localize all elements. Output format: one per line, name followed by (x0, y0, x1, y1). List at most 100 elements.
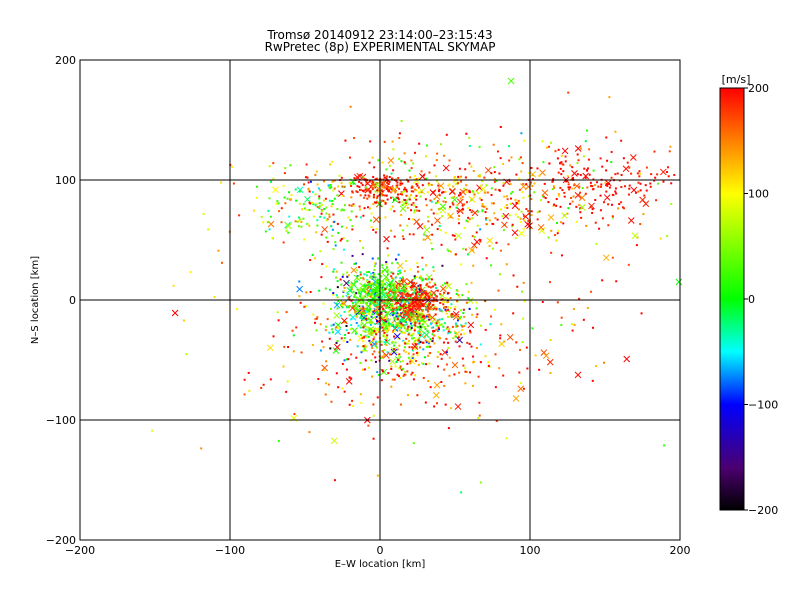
data-point (380, 280, 383, 283)
data-point (330, 160, 333, 163)
data-point (457, 222, 460, 225)
data-point (391, 314, 394, 317)
data-point (475, 190, 478, 193)
data-point (417, 342, 420, 345)
data-point (297, 216, 300, 219)
data-point-cross (512, 395, 520, 402)
data-point (437, 335, 440, 338)
data-point (425, 345, 428, 348)
data-point (446, 300, 449, 303)
data-point (401, 300, 404, 303)
data-point (359, 293, 362, 296)
data-point (319, 323, 322, 326)
data-point (478, 175, 481, 178)
data-point (354, 303, 357, 306)
data-point (465, 301, 468, 304)
data-point (456, 325, 459, 328)
data-point (417, 319, 420, 322)
data-point (383, 349, 386, 352)
data-point (472, 355, 475, 358)
data-point (415, 198, 418, 201)
data-point (327, 383, 330, 386)
data-point (277, 202, 280, 205)
data-point (397, 273, 400, 276)
data-point (473, 235, 476, 238)
data-point-cross (267, 220, 275, 228)
data-point (383, 318, 386, 321)
data-point (371, 289, 374, 292)
data-point (355, 292, 358, 295)
data-point (422, 348, 425, 351)
data-point (373, 330, 376, 333)
data-point (402, 339, 405, 342)
data-point (339, 278, 342, 281)
data-point (475, 346, 478, 349)
data-point (498, 367, 501, 370)
data-point (598, 227, 601, 230)
data-point (392, 278, 395, 281)
data-point-cross (266, 344, 274, 352)
data-point (463, 203, 466, 206)
data-point (315, 231, 318, 234)
data-point (437, 325, 440, 328)
data-point-cross (334, 328, 342, 336)
data-point (374, 300, 377, 303)
data-point (450, 303, 453, 306)
data-point (449, 307, 452, 310)
data-point (499, 249, 502, 252)
data-point (493, 308, 496, 311)
data-point (409, 301, 412, 304)
data-point (514, 237, 517, 240)
data-point (599, 194, 602, 197)
data-point (416, 300, 419, 303)
data-point (485, 217, 488, 220)
data-point (364, 359, 367, 362)
data-point (362, 349, 365, 352)
data-point (553, 203, 556, 206)
data-point (422, 292, 425, 295)
data-point (402, 360, 405, 363)
data-point (456, 289, 459, 292)
data-point (386, 273, 389, 276)
data-point (639, 223, 642, 226)
data-point (440, 309, 443, 312)
data-point (362, 326, 365, 329)
data-point (439, 301, 442, 304)
data-point (365, 304, 368, 307)
data-point (395, 310, 398, 313)
data-point (426, 325, 429, 328)
data-point (427, 342, 430, 345)
data-point (345, 368, 348, 371)
data-point (494, 188, 497, 191)
data-point (374, 356, 377, 359)
data-point (345, 358, 348, 361)
data-point (414, 315, 417, 318)
data-point (388, 302, 391, 305)
data-point (413, 188, 416, 191)
data-point (376, 322, 379, 325)
data-point (429, 292, 432, 295)
data-point (408, 293, 411, 296)
data-point (413, 327, 416, 330)
data-point (435, 202, 438, 205)
data-point (463, 315, 466, 318)
data-point (559, 221, 562, 224)
data-point (319, 215, 322, 218)
data-point (478, 145, 481, 148)
data-point (558, 194, 561, 197)
data-point (441, 264, 444, 267)
data-point (466, 253, 469, 256)
data-point (231, 165, 234, 168)
data-point (385, 339, 388, 342)
data-point (628, 184, 631, 187)
data-point (384, 201, 387, 204)
data-point (566, 175, 569, 178)
data-point (430, 286, 433, 289)
data-point (359, 276, 362, 279)
data-point (467, 297, 470, 300)
data-point (355, 296, 358, 299)
data-point (282, 184, 285, 187)
data-point (395, 328, 398, 331)
data-point (358, 185, 361, 188)
data-point (413, 304, 416, 307)
